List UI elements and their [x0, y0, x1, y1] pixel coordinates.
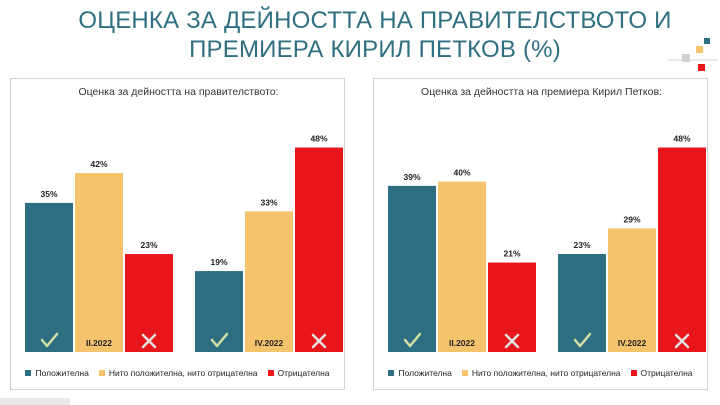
legend-government: Положителна Нито положителна, нито отриц…: [11, 368, 344, 378]
legend-premier: Положителна Нито положителна, нито отриц…: [374, 368, 707, 378]
page-title-line-1: ОЦЕНКА ЗА ДЕЙНОСТТА НА ПРАВИТЕЛСТВОТО И: [78, 7, 672, 34]
bar-negative-2: [658, 147, 706, 352]
legend-swatch-neutral: [98, 370, 105, 376]
premier-chart: Оценка за дейността на премиера Кирил Пе…: [388, 86, 706, 352]
category-label-2: IV.2022: [255, 338, 284, 348]
data-label-positive-1: 39%: [403, 172, 420, 182]
bar-positive-2: [195, 271, 243, 352]
data-label-negative-2: 48%: [673, 134, 690, 144]
data-label-negative-1: 21%: [503, 249, 520, 259]
check-icon: [403, 332, 422, 348]
cross-icon: [141, 333, 157, 349]
category-label-1: II.2022: [449, 338, 475, 348]
legend-label-positive: Положителна: [35, 368, 89, 378]
bar-neutral-1: [75, 173, 123, 352]
decorative-squares-icon: [668, 38, 718, 71]
data-label-negative-2: 48%: [310, 134, 327, 144]
legend-swatch-negative: [267, 370, 274, 376]
legend-swatch-neutral: [461, 370, 468, 376]
legend-item-positive: Положителна: [25, 368, 89, 378]
data-label-neutral-1: 42%: [90, 159, 107, 169]
bar-negative-1: [125, 254, 173, 352]
chart-panel-premier: Оценка за дейността на премиера Кирил Пе…: [373, 78, 708, 390]
government-chart: Оценка за дейността на правителството: 35…: [25, 86, 343, 352]
bar-neutral-2: [245, 211, 293, 352]
chart-panel-government: Оценка за дейността на правителството: 35…: [10, 78, 345, 390]
legend-swatch-positive: [388, 370, 395, 376]
legend-item-neutral: Нито положителна, нито отрицателна: [461, 368, 621, 378]
legend-label-positive: Положителна: [398, 368, 452, 378]
cross-icon: [674, 333, 690, 349]
bar-positive-1: [25, 202, 73, 352]
legend-item-negative: Отрицателна: [630, 368, 693, 378]
data-label-positive-1: 35%: [40, 189, 57, 199]
data-label-positive-2: 19%: [210, 257, 227, 267]
data-label-neutral-1: 40%: [453, 168, 470, 178]
cross-icon: [504, 333, 520, 349]
data-label-neutral-2: 29%: [623, 214, 640, 224]
legend-label-negative: Отрицателна: [640, 368, 693, 378]
legend-swatch-negative: [630, 370, 637, 376]
bar-negative-1: [488, 262, 536, 352]
chart-title: Оценка за дейността на премиера Кирил Пе…: [421, 86, 662, 98]
page-title-line-2: ПРЕМИЕРА КИРИЛ ПЕТКОВ (%): [189, 36, 561, 63]
category-label-2: IV.2022: [618, 338, 647, 348]
legend-label-neutral: Нито положителна, нито отрицателна: [108, 368, 258, 378]
page-title: ОЦЕНКА ЗА ДЕЙНОСТТА НА ПРАВИТЕЛСТВОТО И …: [70, 6, 680, 64]
legend-label-negative: Отрицателна: [277, 368, 330, 378]
chart-title: Оценка за дейността на правителството:: [78, 86, 278, 98]
legend-item-neutral: Нито положителна, нито отрицателна: [98, 368, 258, 378]
cross-icon: [311, 333, 327, 349]
bar-negative-2: [295, 147, 343, 352]
legend-label-neutral: Нито положителна, нито отрицателна: [471, 368, 621, 378]
check-icon: [40, 332, 59, 348]
footer-strip: [0, 398, 70, 405]
bar-positive-1: [388, 185, 436, 352]
bar-neutral-1: [438, 181, 486, 352]
data-label-positive-2: 23%: [573, 240, 590, 250]
bar-neutral-2: [608, 228, 656, 352]
bar-positive-2: [558, 254, 606, 352]
check-icon: [573, 332, 592, 348]
legend-item-negative: Отрицателна: [267, 368, 330, 378]
category-label-1: II.2022: [86, 338, 112, 348]
data-label-neutral-2: 33%: [260, 197, 277, 207]
legend-swatch-positive: [25, 370, 32, 376]
data-label-negative-1: 23%: [140, 240, 157, 250]
check-icon: [210, 332, 229, 348]
legend-item-positive: Положителна: [388, 368, 452, 378]
